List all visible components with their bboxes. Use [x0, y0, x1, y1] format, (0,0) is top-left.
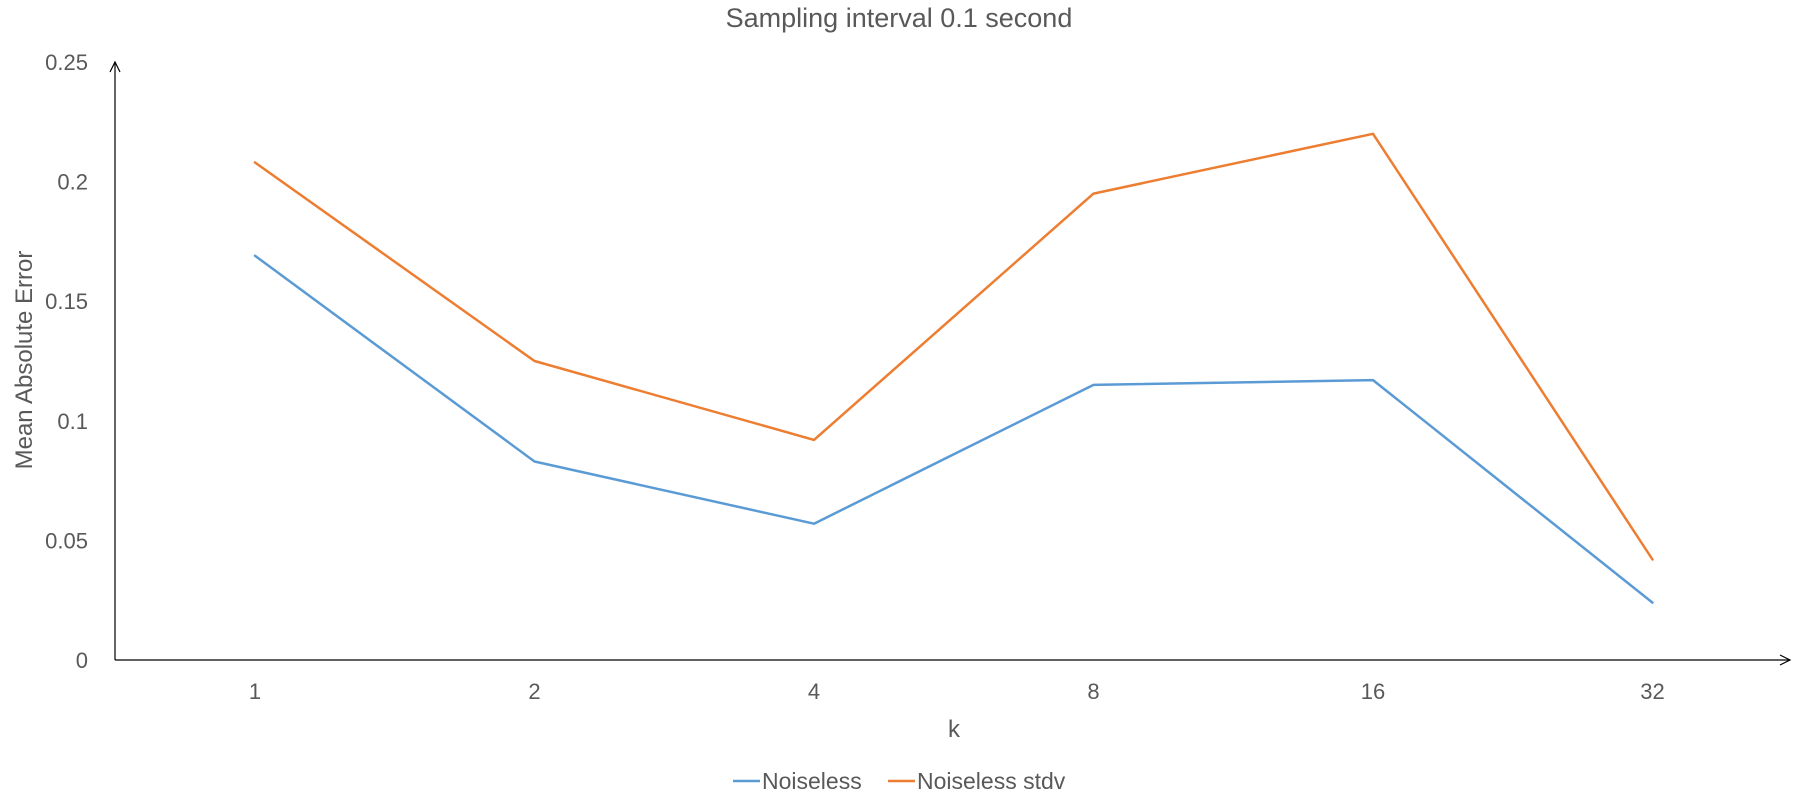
- y-axis-ticks: 0 0.05 0.1 0.15 0.2 0.25: [45, 50, 88, 673]
- x-tick-label: 8: [1087, 679, 1099, 704]
- y-tick-label: 0.15: [45, 289, 88, 314]
- x-tick-label: 2: [528, 679, 540, 704]
- x-tick-label: 32: [1640, 679, 1664, 704]
- chart-title: Sampling interval 0.1 second: [726, 3, 1073, 33]
- x-axis-title: k: [948, 716, 961, 743]
- axes: [109, 60, 1792, 666]
- legend: Noiseless Noiseless stdv: [733, 768, 1066, 794]
- x-tick-label: 4: [808, 679, 820, 704]
- series-line-1: [253, 254, 1654, 604]
- y-tick-label: 0.1: [57, 409, 88, 434]
- x-axis-ticks: 1 2 4 8 16 32: [249, 679, 1665, 704]
- series-line-2: [253, 132, 1654, 561]
- y-tick-label: 0.05: [45, 528, 88, 553]
- x-tick-label: 1: [249, 679, 261, 704]
- legend-label: Noiseless stdv: [917, 768, 1066, 794]
- y-tick-label: 0.25: [45, 50, 88, 75]
- legend-label: Noiseless: [762, 768, 862, 794]
- y-axis-arrow-icon: [109, 60, 121, 73]
- x-tick-label: 16: [1361, 679, 1385, 704]
- y-axis-title: Mean Absolute Error: [11, 251, 38, 470]
- x-axis-arrow-icon: [1779, 654, 1792, 666]
- y-tick-label: 0: [76, 648, 88, 673]
- y-tick-label: 0.2: [57, 170, 88, 195]
- series-lines: [253, 132, 1654, 604]
